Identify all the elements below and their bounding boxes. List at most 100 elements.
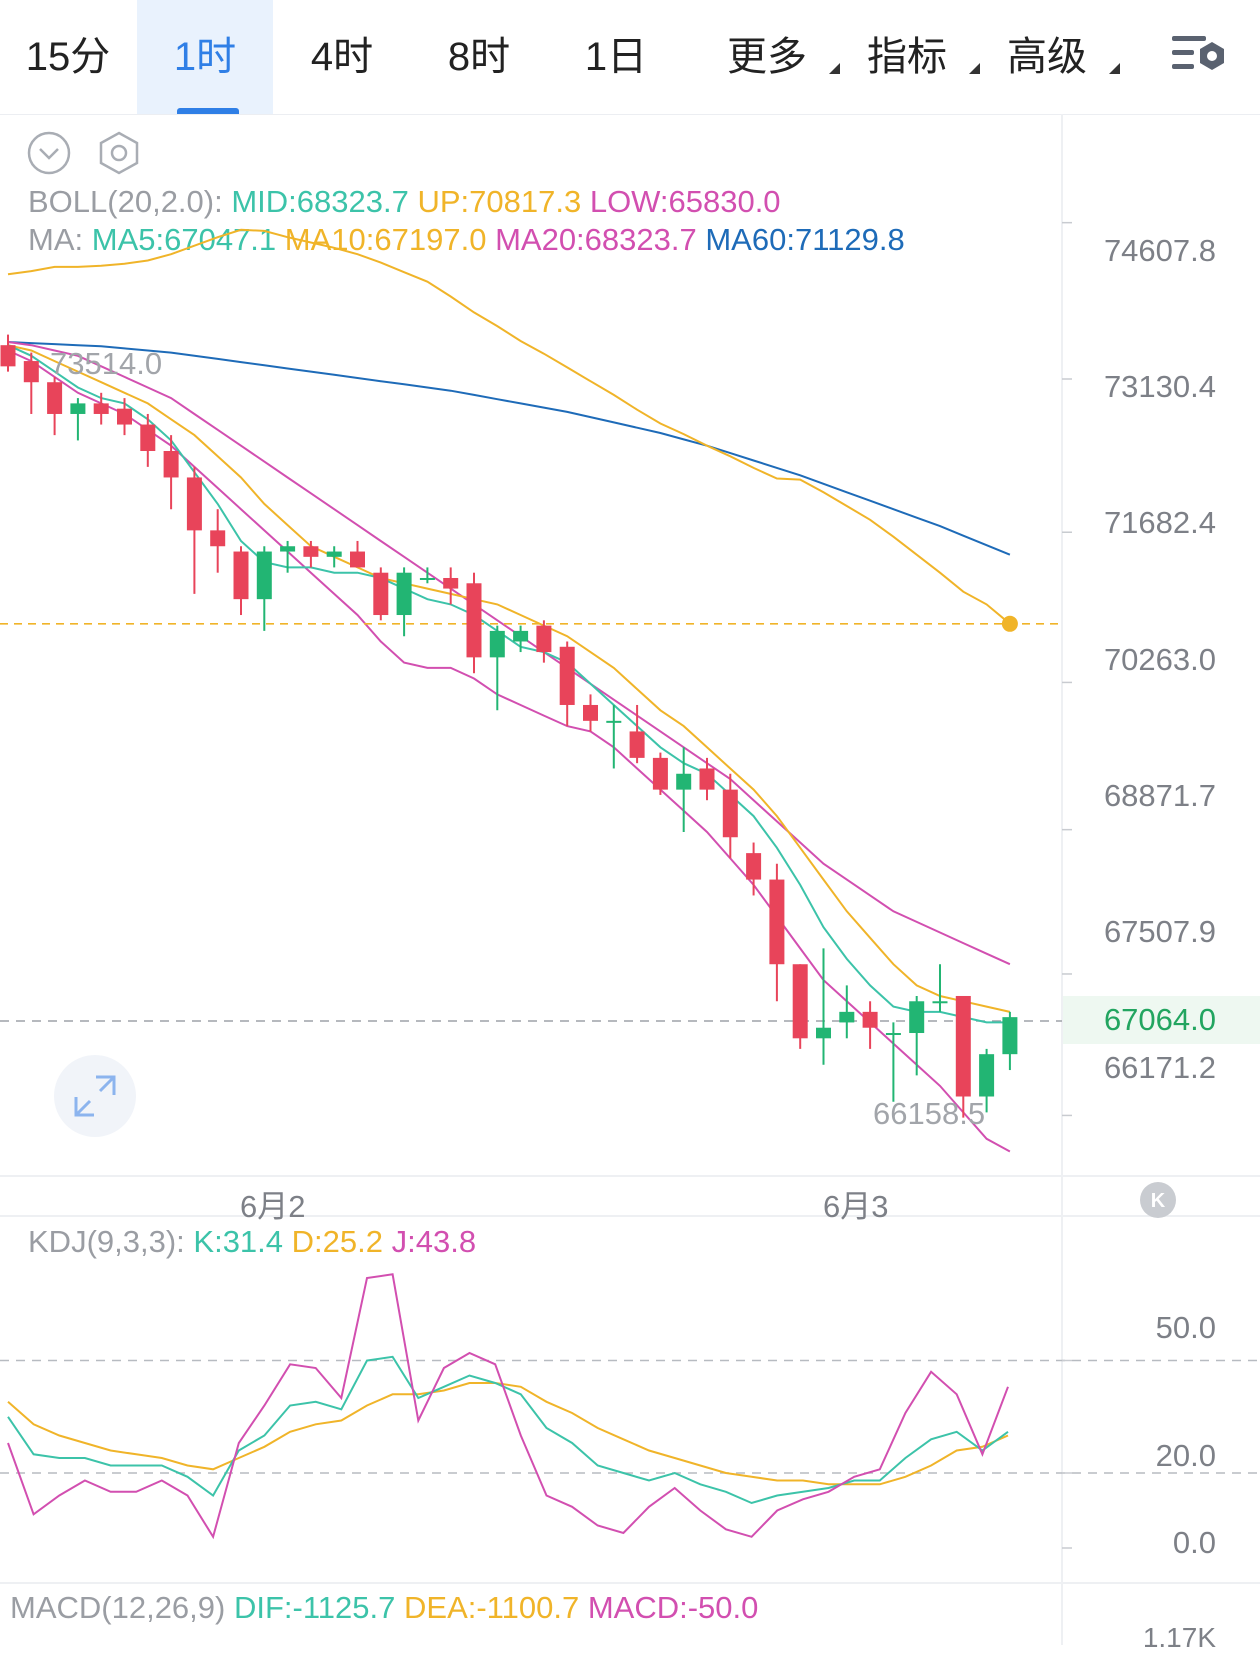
dropdown-corner-icon	[829, 63, 840, 74]
tab-label: 8时	[447, 35, 511, 79]
candle-body	[583, 704, 598, 721]
y-tick-label: 70263.0	[1103, 642, 1216, 677]
candle-body	[70, 403, 86, 414]
ma-legend: MA: MA5:67047.1 MA10:67197.0 MA20:68323.…	[28, 222, 905, 258]
series-line-up	[7, 228, 1011, 625]
timeframe-tabs: 15分 1时 4时 8时 1日 更多 指标 高级	[0, 0, 1260, 115]
kdj-label: KDJ(9,3,3):	[28, 1224, 185, 1259]
high-price-annotation: 73514.0	[50, 346, 163, 381]
tab-1d[interactable]: 1日	[548, 0, 684, 114]
ma5-value: MA5:67047.1	[91, 222, 277, 257]
tab-label: 高级	[1007, 35, 1087, 79]
candle-body	[1002, 1017, 1018, 1055]
settings-gear-icon[interactable]	[1170, 30, 1228, 82]
boll-up-marker	[1001, 615, 1018, 632]
candle-body	[280, 546, 296, 552]
candle-body	[443, 577, 459, 589]
kdj-k-value: K:31.4	[193, 1224, 284, 1259]
macd-dea-value: DEA:-1100.7	[404, 1590, 580, 1625]
ma-label: MA:	[28, 222, 84, 257]
candle-body	[792, 964, 808, 1039]
y-tick-label: 67507.9	[1103, 914, 1216, 949]
candle-body	[885, 1033, 901, 1036]
candle-body	[955, 995, 971, 1097]
boll-up: UP:70817.3	[417, 184, 582, 219]
candle-body	[536, 625, 552, 653]
tab-more[interactable]: 更多	[708, 0, 840, 114]
tab-4h[interactable]: 4时	[274, 0, 410, 114]
candle-body	[932, 1001, 948, 1004]
x-tick-label: 6月3	[823, 1189, 889, 1224]
kdj-y-tick-label: 0.0	[1172, 1525, 1216, 1560]
kdj-y-tick-label: 20.0	[1155, 1438, 1216, 1473]
candle-body	[489, 630, 505, 658]
candle-body	[466, 583, 482, 658]
candle-body	[606, 720, 622, 723]
tab-indicators[interactable]: 指标	[848, 0, 980, 114]
candle-body	[676, 773, 692, 790]
y-tick-label: 66171.2	[1103, 1050, 1216, 1085]
ma60-value: MA60:71129.8	[705, 222, 905, 257]
boll-low: LOW:65830.0	[589, 184, 781, 219]
candle-body	[210, 530, 226, 547]
tab-label: 更多	[727, 35, 807, 79]
candle-body	[93, 403, 109, 414]
ma20-value: MA20:68323.7	[495, 222, 697, 257]
y-tick-label: 73130.4	[1103, 369, 1216, 404]
boll-label: BOLL(20,2.0):	[28, 184, 223, 219]
macd-hist-value: MACD:-50.0	[587, 1590, 759, 1625]
dropdown-corner-icon	[969, 63, 980, 74]
candle-body	[746, 853, 762, 880]
candle-body	[256, 551, 272, 600]
tab-1h[interactable]: 1时	[137, 0, 273, 114]
tab-15m[interactable]: 15分	[0, 0, 136, 114]
macd-legend: MACD(12,26,9) DIF:-1125.7 DEA:-1100.7 MA…	[10, 1590, 758, 1626]
candle-body	[909, 1001, 925, 1034]
candle-body	[186, 477, 202, 531]
x-tick-label: 6月2	[240, 1189, 306, 1224]
candle-body	[862, 1011, 878, 1028]
kdj-line-k	[7, 1355, 1009, 1505]
chevron-down-circle-icon[interactable]	[26, 130, 72, 176]
candle-body	[979, 1054, 995, 1097]
candle-body	[652, 757, 668, 790]
candle-body	[303, 546, 319, 557]
candle-body	[419, 577, 435, 580]
candle-body	[233, 551, 249, 600]
macd-dif-value: DIF:-1125.7	[233, 1590, 396, 1625]
hexagon-settings-icon[interactable]	[96, 130, 142, 176]
tab-label: 4时	[310, 35, 374, 79]
series-line-ma5	[7, 344, 1010, 1024]
ma10-value: MA10:67197.0	[284, 222, 487, 257]
series-line-ma60	[7, 341, 1011, 556]
active-tab-indicator	[177, 108, 239, 114]
candle-body	[140, 424, 156, 452]
candle-body	[47, 382, 63, 414]
candle-body	[816, 1027, 831, 1039]
candle-body	[0, 345, 16, 367]
boll-legend: BOLL(20,2.0): MID:68323.7 UP:70817.3 LOW…	[28, 184, 781, 220]
y-tick-label: 68871.7	[1103, 778, 1216, 813]
series-line-ma20	[7, 341, 1011, 966]
k-badge-icon[interactable]: K	[1138, 1180, 1178, 1220]
candle-body	[326, 551, 342, 557]
macd-y-tick-label: 1.17K	[1142, 1622, 1216, 1653]
candle-body	[163, 451, 179, 478]
candle-body	[722, 789, 738, 838]
tab-8h[interactable]: 8时	[411, 0, 547, 114]
candle-body	[769, 879, 785, 965]
svg-text:K: K	[1151, 1190, 1166, 1212]
candle-body	[373, 572, 389, 616]
kdj-j-value: J:43.8	[391, 1224, 477, 1259]
expand-arrows-icon[interactable]	[52, 1053, 138, 1139]
tab-label: 1日	[584, 35, 648, 79]
kdj-line-j	[7, 1273, 1009, 1540]
kdj-y-tick-label: 50.0	[1155, 1310, 1216, 1345]
kdj-d-value: D:25.2	[291, 1224, 383, 1259]
candle-body	[117, 408, 132, 425]
low-price-annotation: 66158.5	[873, 1096, 986, 1131]
tab-advanced[interactable]: 高级	[988, 0, 1120, 114]
